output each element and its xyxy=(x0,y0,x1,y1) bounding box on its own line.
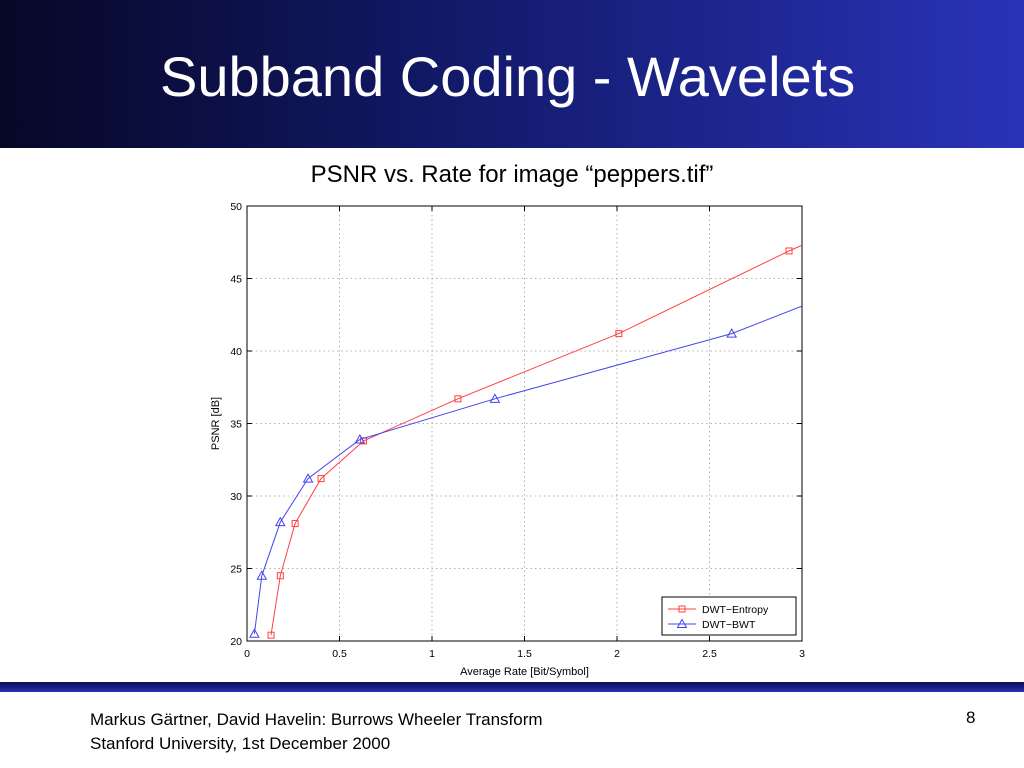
page-number: 8 xyxy=(966,708,976,727)
x-tick-label: 0.5 xyxy=(332,648,347,660)
data-point-dwt-entropy xyxy=(291,520,299,528)
y-tick-label: 40 xyxy=(230,346,242,358)
chart-svg: 0 0.5 1 1.5 2 2.5 3 20 25 30 35 40 45 50 Average Rate … xyxy=(210,201,805,678)
x-tick-label: 2.5 xyxy=(702,648,717,660)
y-tick-label: 50 xyxy=(230,201,242,213)
legend-label-dwt-bwt: DWT−BWT xyxy=(702,619,756,631)
data-point-dwt-bwt xyxy=(489,393,501,403)
legend-label-dwt-entropy: DWT−Entropy xyxy=(702,604,769,616)
footer-affiliation: Stanford University, 1st December 2000 xyxy=(90,734,391,753)
chart-caption: PSNR vs. Rate for image “peppers.tif” xyxy=(310,161,714,188)
y-tick-label: 30 xyxy=(230,491,242,503)
data-point-dwt-bwt xyxy=(249,628,260,638)
data-point-dwt-entropy xyxy=(785,247,793,255)
footer-credits: Markus Gärtner, David Havelin: Burrows W… xyxy=(90,708,543,756)
y-tick-label: 45 xyxy=(230,274,242,286)
legend-marker-dwt-bwt xyxy=(676,618,688,628)
data-point-dwt-entropy xyxy=(317,475,325,483)
footer-divider xyxy=(0,682,1024,692)
footer-authors: Markus Gärtner, David Havelin: Burrows W… xyxy=(90,710,543,729)
y-tick-label: 35 xyxy=(230,419,242,431)
title-banner: Subband Coding - Wavelets xyxy=(0,0,1024,148)
legend-box xyxy=(661,596,797,636)
x-tick-label: 2 xyxy=(614,648,620,660)
data-point-dwt-bwt xyxy=(354,433,366,444)
y-tick-label: 20 xyxy=(230,636,242,648)
x-tick-label: 0 xyxy=(244,648,250,660)
data-point-dwt-bwt xyxy=(302,473,314,483)
psnr-rate-chart: 0 0.5 1 1.5 2 2.5 3 20 25 30 35 40 45 50 Average Rate … xyxy=(195,190,825,680)
x-axis-label: Average Rate [Bit/Symbol] xyxy=(460,666,589,678)
data-point-dwt-bwt xyxy=(274,516,286,527)
data-point-dwt-entropy xyxy=(276,572,284,580)
data-point-dwt-bwt xyxy=(256,570,268,580)
data-point-dwt-bwt xyxy=(726,328,738,338)
y-axis-label: PSNR [dB] xyxy=(210,397,222,450)
slide-title: Subband Coding - Wavelets xyxy=(160,45,856,108)
series-line-dwt-bwt xyxy=(253,305,802,634)
data-point-dwt-entropy xyxy=(615,330,623,338)
data-point-dwt-entropy xyxy=(454,395,462,403)
x-tick-label: 3 xyxy=(799,648,805,660)
legend-marker-dwt-entropy xyxy=(678,605,686,613)
x-tick-label: 1 xyxy=(429,648,435,660)
y-tick-label: 25 xyxy=(230,564,242,576)
data-point-dwt-entropy xyxy=(267,631,275,639)
x-tick-label: 1.5 xyxy=(517,648,532,660)
